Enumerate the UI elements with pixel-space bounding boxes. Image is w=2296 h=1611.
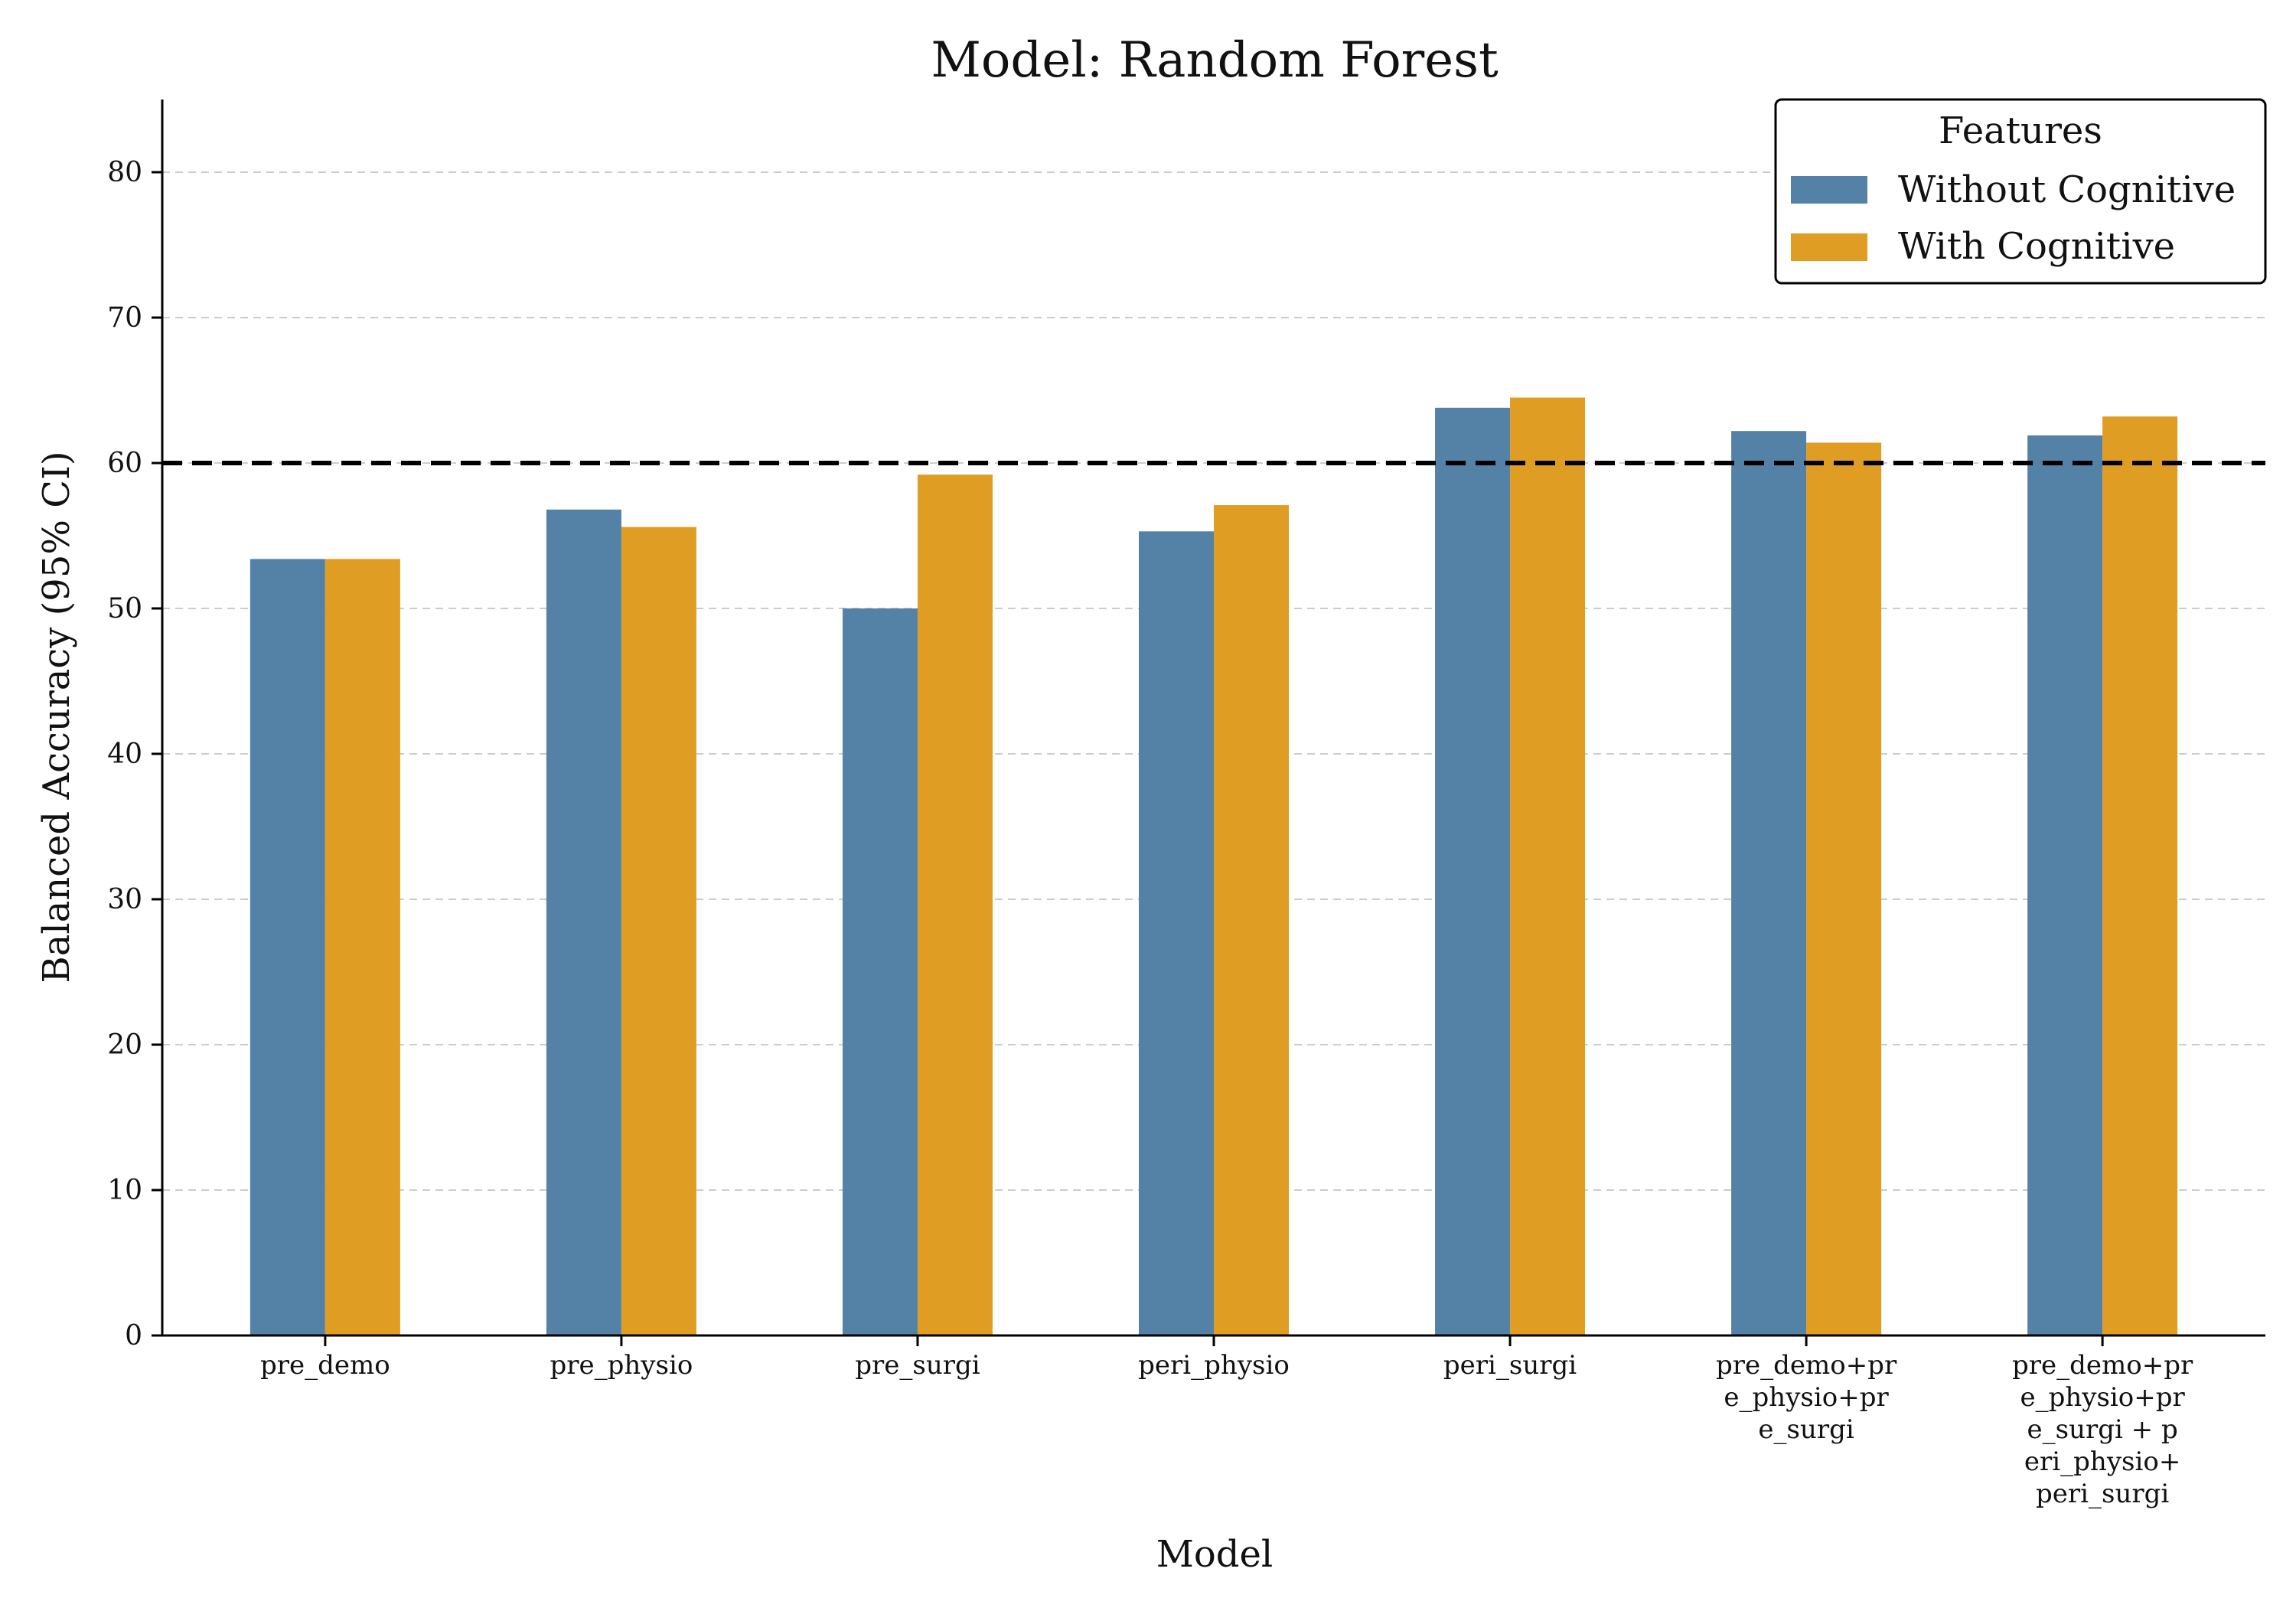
x-tick-label-6: pre_demo+pr e_physio+pr e_surgi + p eri_phy… bbox=[2012, 1350, 2193, 1509]
x-axis-label: Model bbox=[1156, 1533, 1274, 1576]
x-tick-label-line: e_physio+pr bbox=[1724, 1382, 1889, 1413]
legend-swatch-with-cognitive bbox=[1791, 233, 1867, 261]
x-tick-label-line: pre_demo bbox=[260, 1350, 390, 1381]
chart-title: Model: Random Forest bbox=[931, 32, 1499, 89]
bar-without-cognitive-4 bbox=[1435, 407, 1511, 1335]
x-ticks: pre_demo pre_physio pre_surgi peri_physio pe… bbox=[260, 1335, 2193, 1509]
y-axis-label: Balanced Accuracy (95% CI) bbox=[35, 451, 78, 983]
bar-without-cognitive-6 bbox=[2027, 435, 2103, 1335]
y-ticks: 0 10 20 30 40 50 60 70 80 bbox=[107, 157, 162, 1352]
bar-without-cognitive-5 bbox=[1731, 431, 1807, 1336]
legend-swatch-without-cognitive bbox=[1791, 176, 1867, 204]
x-tick-label-0: pre_demo bbox=[260, 1350, 390, 1381]
bar-with-cognitive-2 bbox=[917, 474, 993, 1336]
bar-without-cognitive-2 bbox=[842, 608, 918, 1335]
x-tick-label-line: e_physio+pr bbox=[2020, 1382, 2185, 1413]
x-tick-label-3: peri_physio bbox=[1138, 1350, 1290, 1381]
x-tick-label-line: peri_surgi bbox=[1443, 1350, 1577, 1381]
legend-label-without-cognitive: Without Cognitive bbox=[1898, 168, 2236, 211]
x-tick-label-line: e_surgi + p bbox=[2027, 1414, 2178, 1445]
legend-frame bbox=[1774, 98, 2267, 285]
bar-without-cognitive-1 bbox=[546, 509, 621, 1335]
x-tick-label-line: pre_physio bbox=[550, 1350, 693, 1381]
bar-with-cognitive-5 bbox=[1806, 442, 1882, 1335]
x-tick-label-line: pre_surgi bbox=[855, 1350, 980, 1381]
y-tick-label-80: 80 bbox=[107, 157, 142, 188]
x-tick-label-4: peri_surgi bbox=[1443, 1350, 1577, 1381]
x-tick-label-line: e_surgi bbox=[1758, 1414, 1854, 1445]
x-tick-label-line: pre_demo+pr bbox=[2012, 1350, 2193, 1381]
y-tick-label-0: 0 bbox=[125, 1320, 142, 1352]
x-tick-label-line: pre_demo+pr bbox=[1716, 1350, 1897, 1381]
y-tick-label-20: 20 bbox=[107, 1029, 142, 1061]
legend-label-with-cognitive: With Cognitive bbox=[1898, 225, 2175, 268]
x-tick-label-1: pre_physio bbox=[550, 1350, 693, 1381]
y-tick-label-60: 60 bbox=[107, 448, 142, 479]
y-tick-label-30: 30 bbox=[107, 884, 142, 915]
x-tick-label-5: pre_demo+pr e_physio+pr e_surgi bbox=[1716, 1350, 1897, 1445]
bar-with-cognitive-3 bbox=[1214, 505, 1289, 1335]
y-tick-label-50: 50 bbox=[107, 593, 142, 625]
x-tick-label-line: peri_physio bbox=[1138, 1350, 1290, 1381]
y-tick-label-40: 40 bbox=[107, 739, 142, 770]
bar-with-cognitive-6 bbox=[2102, 416, 2178, 1336]
y-tick-label-70: 70 bbox=[107, 302, 142, 334]
legend-title: Features bbox=[1939, 109, 2102, 152]
x-tick-label-line: peri_surgi bbox=[2036, 1479, 2169, 1509]
y-tick-label-10: 10 bbox=[107, 1175, 142, 1206]
bars bbox=[249, 397, 2178, 1336]
bar-without-cognitive-3 bbox=[1139, 531, 1214, 1335]
x-tick-label-line: eri_physio+ bbox=[2024, 1446, 2180, 1477]
bar-with-cognitive-1 bbox=[621, 527, 696, 1335]
legend: Features Without Cognitive With Cognitiv… bbox=[1774, 98, 2267, 285]
x-tick-label-2: pre_surgi bbox=[855, 1350, 980, 1381]
bar-with-cognitive-4 bbox=[1510, 397, 1586, 1335]
bar-without-cognitive-0 bbox=[249, 559, 325, 1335]
bar-with-cognitive-0 bbox=[325, 559, 400, 1335]
